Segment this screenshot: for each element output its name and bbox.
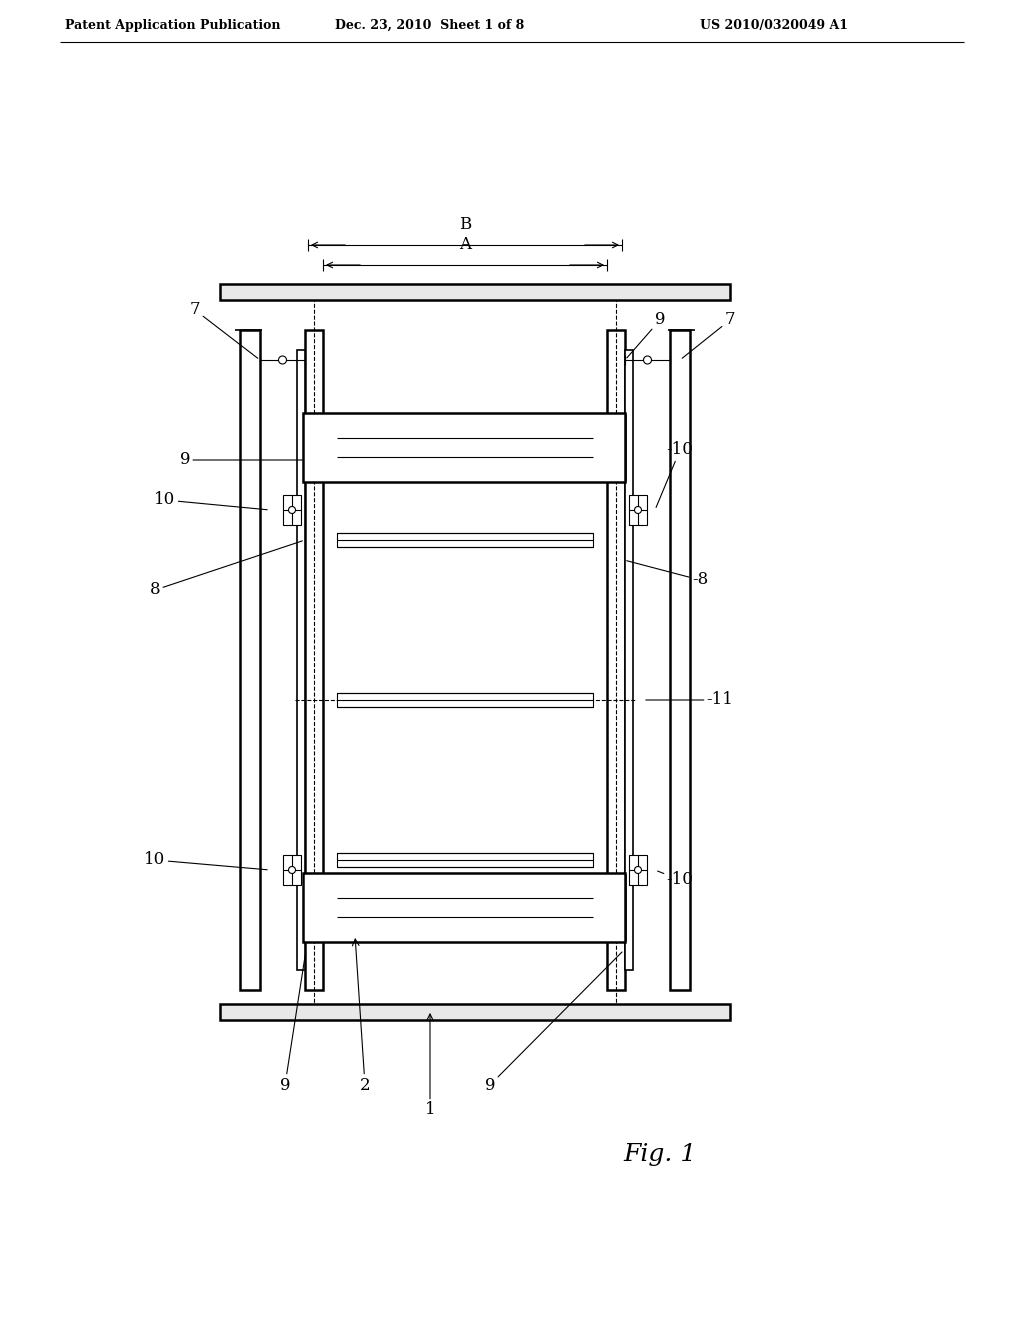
Bar xyxy=(629,495,647,525)
Text: 7: 7 xyxy=(189,301,258,358)
Bar xyxy=(625,350,633,970)
Bar xyxy=(670,330,690,990)
Bar xyxy=(220,1005,730,1020)
Text: 2: 2 xyxy=(352,939,371,1093)
Text: Dec. 23, 2010  Sheet 1 of 8: Dec. 23, 2010 Sheet 1 of 8 xyxy=(336,18,524,32)
Text: -8: -8 xyxy=(627,561,709,589)
Bar xyxy=(240,330,260,990)
Text: B: B xyxy=(459,216,471,234)
Circle shape xyxy=(635,507,641,513)
Text: -10: -10 xyxy=(656,441,693,507)
Text: 1: 1 xyxy=(425,1014,435,1118)
Bar xyxy=(607,330,625,990)
Bar xyxy=(303,413,625,482)
Text: A: A xyxy=(459,236,471,253)
Bar xyxy=(337,693,593,708)
Bar xyxy=(297,350,305,970)
Text: 9: 9 xyxy=(180,451,303,469)
Bar xyxy=(220,284,730,300)
Bar xyxy=(593,414,625,480)
Text: US 2010/0320049 A1: US 2010/0320049 A1 xyxy=(700,18,848,32)
Bar xyxy=(303,873,625,942)
Circle shape xyxy=(643,356,651,364)
Bar xyxy=(305,414,337,480)
Bar xyxy=(305,875,337,940)
Bar xyxy=(593,875,625,940)
Bar xyxy=(337,533,593,546)
Text: 10: 10 xyxy=(144,851,267,870)
Bar xyxy=(629,855,647,884)
Text: -11: -11 xyxy=(646,692,733,709)
Circle shape xyxy=(279,356,287,364)
Text: 10: 10 xyxy=(155,491,267,510)
Text: 7: 7 xyxy=(682,312,735,358)
Bar xyxy=(337,853,593,867)
Circle shape xyxy=(289,866,296,874)
Text: 9: 9 xyxy=(280,953,305,1093)
Bar xyxy=(283,495,301,525)
Text: Fig. 1: Fig. 1 xyxy=(624,1143,696,1167)
Text: 9: 9 xyxy=(627,312,666,358)
Text: Patent Application Publication: Patent Application Publication xyxy=(65,18,281,32)
Text: -10: -10 xyxy=(657,871,693,888)
Circle shape xyxy=(289,507,296,513)
Text: 8: 8 xyxy=(150,541,302,598)
Bar xyxy=(283,855,301,884)
Bar xyxy=(305,330,323,990)
Circle shape xyxy=(635,866,641,874)
Text: 9: 9 xyxy=(484,952,622,1093)
